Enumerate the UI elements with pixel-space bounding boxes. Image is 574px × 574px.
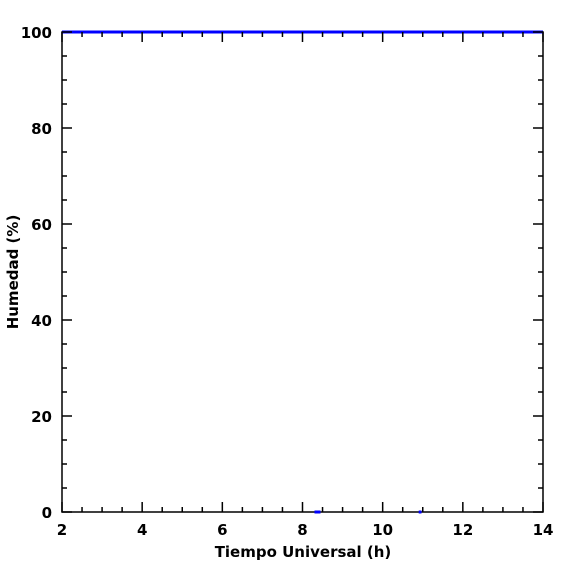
plot-area bbox=[61, 31, 544, 513]
x-tick-label: 4 bbox=[137, 521, 147, 539]
x-tick-label: 12 bbox=[452, 521, 473, 539]
x-tick-label: 6 bbox=[217, 521, 227, 539]
y-axis-title: Humedad (%) bbox=[4, 215, 22, 330]
y-tick-label: 80 bbox=[31, 120, 52, 138]
y-tick-label: 40 bbox=[31, 312, 52, 330]
x-tick-label: 14 bbox=[533, 521, 554, 539]
x-axis-title: Tiempo Universal (h) bbox=[215, 543, 392, 561]
tick-labels: 2 4 6 8 10 12 14 0 20 40 60 80 100 bbox=[21, 24, 554, 539]
y-tick-label: 100 bbox=[21, 24, 52, 42]
data-layer bbox=[62, 30, 543, 514]
y-tick-label: 20 bbox=[31, 408, 52, 426]
x-tick-label: 2 bbox=[57, 521, 67, 539]
x-tick-label: 10 bbox=[372, 521, 393, 539]
x-tick-label: 8 bbox=[297, 521, 307, 539]
y-tick-label: 0 bbox=[42, 504, 52, 522]
ticks-layer bbox=[61, 31, 544, 513]
plot-frame bbox=[61, 31, 544, 513]
y-tick-label: 60 bbox=[31, 216, 52, 234]
